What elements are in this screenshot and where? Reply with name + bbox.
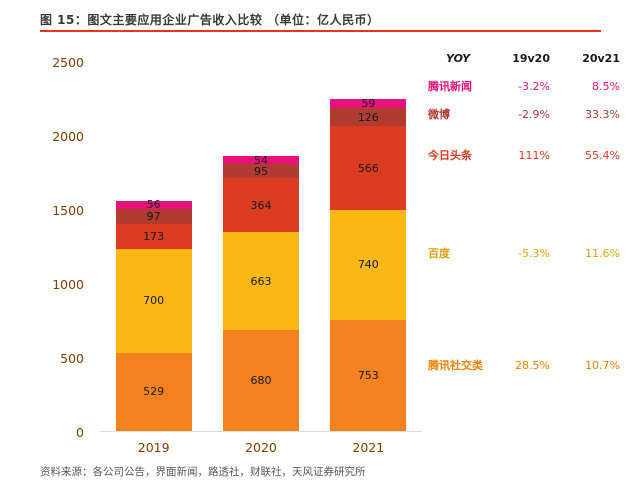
x-axis-label: 2020 (245, 440, 277, 455)
bar-value-label: 700 (143, 294, 165, 308)
yoy-value-19v20: -5.3% (518, 247, 550, 260)
yoy-header-label: YOY (446, 52, 471, 65)
bar-value-label: 753 (357, 368, 379, 382)
y-axis-tick: 2000 (52, 128, 84, 144)
y-axis-tick: 0 (76, 424, 84, 440)
bar-segment-腾讯社交类: 680 (222, 330, 299, 431)
bar-segment-百度: 663 (222, 232, 299, 331)
bar-segment-腾讯新闻: 54 (222, 153, 299, 167)
bar-value-label: 680 (250, 374, 272, 388)
yoy-row-tencent-social: 腾讯社交类 28.5% 10.7% (428, 359, 640, 373)
yoy-table-header: YOY 19v20 20v21 (428, 52, 640, 66)
bar-value-label: 364 (250, 198, 272, 212)
bar-segment-腾讯社交类: 753 (330, 319, 407, 431)
figure-title: 图 15：图文主要应用企业广告收入比较 （单位：亿人民币） (40, 13, 380, 27)
stacked-bar-2020: 680 663 364 95 54 (222, 153, 299, 431)
yoy-row-label: 腾讯新闻 (428, 80, 472, 93)
bar-value-label: 56 (146, 198, 161, 212)
x-axis-label: 2021 (352, 440, 385, 455)
bar-segment-今日头条: 364 (222, 178, 299, 233)
bar-value-label: 54 (253, 153, 268, 167)
yoy-value-20v21: 33.3% (585, 108, 620, 121)
yoy-header-col1: 19v20 (512, 52, 550, 65)
yoy-row-baidu: 百度 -5.3% 11.6% (428, 247, 640, 261)
bar-segment-微博: 97 (115, 209, 192, 224)
y-axis: 0 500 1000 1500 2000 2500 (42, 55, 90, 440)
plot-area: 529 700 173 97 56 2019 680 663 364 95 54 2020 753 740… (100, 62, 422, 455)
yoy-row-toutiao: 今日头条 111% 55.4% (428, 149, 640, 163)
y-axis-tick: 1500 (52, 202, 84, 218)
bar-segment-百度: 700 (115, 249, 192, 353)
bar-value-label: 740 (357, 258, 379, 272)
yoy-row-label: 腾讯社交类 (428, 359, 483, 372)
bar-segment-微博: 95 (222, 164, 299, 179)
yoy-row-label: 百度 (428, 247, 450, 260)
bar-segment-今日头条: 173 (115, 223, 192, 250)
bar-segment-腾讯社交类: 529 (115, 352, 192, 431)
bar-segment-百度: 740 (330, 210, 407, 320)
yoy-value-19v20: -2.9% (518, 108, 550, 121)
yoy-row-tencent-news: 腾讯新闻 -3.2% 8.5% (428, 80, 640, 94)
yoy-value-19v20: 111% (518, 149, 550, 162)
bar-column-2021: 753 740 566 126 59 2021 (330, 96, 407, 455)
bar-segment-今日头条: 566 (330, 126, 407, 211)
yoy-value-19v20: -3.2% (518, 80, 550, 93)
bar-column-2019: 529 700 173 97 56 2019 (115, 198, 192, 455)
yoy-table: YOY 19v20 20v21 腾讯新闻 -3.2% 8.5% 微博 -2.9%… (428, 0, 640, 445)
bar-value-label: 126 (357, 110, 379, 124)
stacked-bar-2021: 753 740 566 126 59 (330, 96, 407, 431)
y-axis-tick: 1000 (52, 276, 84, 292)
yoy-value-20v21: 55.4% (585, 149, 620, 162)
bar-value-label: 663 (250, 274, 272, 288)
bar-value-label: 529 (143, 385, 165, 399)
yoy-row-label: 今日头条 (428, 149, 472, 162)
bar-segment-微博: 126 (330, 107, 407, 127)
yoy-value-20v21: 10.7% (585, 359, 620, 372)
bar-value-label: 566 (357, 161, 379, 175)
bar-value-label: 95 (253, 164, 268, 178)
source-note: 资料来源：各公司公告，界面新闻，路透社，财联社，天风证券研究所 (40, 466, 366, 478)
yoy-value-20v21: 8.5% (592, 80, 620, 93)
bar-column-2020: 680 663 364 95 54 2020 (222, 153, 299, 455)
bar-segment-腾讯新闻: 56 (115, 198, 192, 212)
bar-value-label: 97 (146, 209, 161, 223)
y-axis-tick: 500 (60, 350, 84, 366)
yoy-value-20v21: 11.6% (585, 247, 620, 260)
x-axis-label: 2019 (137, 440, 170, 455)
yoy-row-weibo: 微博 -2.9% 33.3% (428, 108, 640, 122)
yoy-row-label: 微博 (428, 108, 450, 121)
bar-value-label: 173 (143, 229, 165, 243)
stacked-bar-2019: 529 700 173 97 56 (115, 198, 192, 431)
y-axis-tick: 2500 (52, 54, 84, 70)
title-underline (40, 30, 601, 32)
yoy-header-col2: 20v21 (582, 52, 620, 65)
bar-segment-腾讯新闻: 59 (330, 96, 407, 110)
bar-value-label: 59 (361, 96, 376, 110)
yoy-value-19v20: 28.5% (515, 359, 550, 372)
